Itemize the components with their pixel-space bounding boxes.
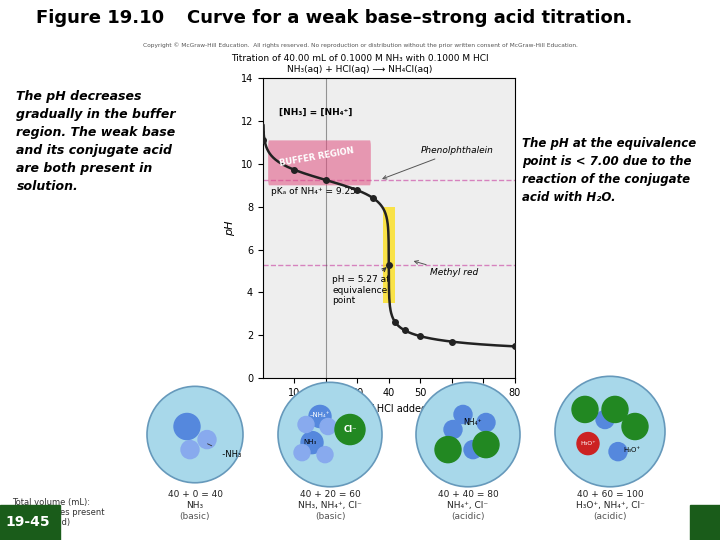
Circle shape [602,396,628,422]
Circle shape [198,430,216,449]
Circle shape [572,396,598,422]
Text: Copyright © McGraw-Hill Education.  All rights reserved. No reproduction or dist: Copyright © McGraw-Hill Education. All r… [143,43,577,48]
Circle shape [298,416,314,433]
Text: 19-45: 19-45 [5,515,50,529]
Text: pH = 5.27 at
equivalence
point: pH = 5.27 at equivalence point [332,268,390,305]
Text: [NH₃] = [NH₄⁺]: [NH₃] = [NH₄⁺] [279,107,352,117]
Circle shape [301,431,323,454]
Text: NH₃: NH₃ [303,438,317,444]
Circle shape [181,441,199,458]
Text: NH₄⁺, Cl⁻: NH₄⁺, Cl⁻ [447,501,489,510]
Text: (acidic): (acidic) [451,512,485,521]
Text: 40 + 60 = 100: 40 + 60 = 100 [577,490,643,499]
Circle shape [416,382,520,487]
X-axis label: Volume of HCl added (mL): Volume of HCl added (mL) [325,403,453,413]
Text: (basic): (basic) [180,512,210,521]
Text: NH₃, NH₄⁺, Cl⁻: NH₃, NH₄⁺, Cl⁻ [298,501,362,510]
Bar [382,207,395,303]
Text: Titration of 40.00 mL of 0.1000 M NH₃ with 0.1000 M HCl: Titration of 40.00 mL of 0.1000 M NH₃ wi… [231,55,489,63]
Text: The pH at the equivalence
point is < 7.00 due to the
reaction of the conjugate
a: The pH at the equivalence point is < 7.0… [522,137,696,204]
Text: H₃O⁺: H₃O⁺ [624,447,641,453]
Text: BUFFER REGION: BUFFER REGION [279,146,354,168]
Circle shape [309,406,331,428]
Text: (H₂O omitted): (H₂O omitted) [12,518,70,527]
Circle shape [555,376,665,487]
Text: H₃O⁺: H₃O⁺ [580,441,595,446]
Text: The pH decreases
gradually in the buffer
region. The weak base
and its conjugate: The pH decreases gradually in the buffer… [17,90,176,193]
Circle shape [174,414,200,440]
Text: -NH₃: -NH₃ [207,444,241,458]
Circle shape [609,443,627,461]
Text: Curve for a weak base–strong acid titration.: Curve for a weak base–strong acid titrat… [187,9,633,27]
Text: 40 + 20 = 60: 40 + 20 = 60 [300,490,361,499]
Y-axis label: pH: pH [225,220,235,236]
Circle shape [596,410,614,429]
Text: NH₄⁺: NH₄⁺ [464,417,482,427]
Text: NH₃: NH₃ [186,501,204,510]
Text: –NH₄⁺: –NH₄⁺ [310,413,330,418]
FancyBboxPatch shape [268,140,371,185]
Bar [690,505,720,540]
Circle shape [147,386,243,483]
Text: 40 + 0 = 40: 40 + 0 = 40 [168,490,222,499]
Circle shape [454,406,472,423]
Circle shape [317,447,333,463]
Text: NH₃(aq) + HCl(aq) ⟶ NH₄Cl(aq): NH₃(aq) + HCl(aq) ⟶ NH₄Cl(aq) [287,65,433,74]
Circle shape [335,415,365,444]
Circle shape [435,436,461,463]
Text: Methyl red: Methyl red [415,261,478,277]
Circle shape [477,414,495,431]
Text: Total volume (mL):: Total volume (mL): [12,498,90,507]
Circle shape [444,421,462,438]
Circle shape [464,441,482,458]
Text: Phenolphthalein: Phenolphthalein [383,146,493,179]
Circle shape [473,431,499,458]
Text: (acidic): (acidic) [593,512,626,521]
Circle shape [622,414,648,440]
Bar [0,505,60,540]
Text: Cl⁻: Cl⁻ [343,425,356,434]
Text: Figure 19.10: Figure 19.10 [36,9,164,27]
Circle shape [278,382,382,487]
Text: H₃O⁺, NH₄⁺, Cl⁻: H₃O⁺, NH₄⁺, Cl⁻ [575,501,644,510]
Circle shape [294,444,310,461]
Text: 40 + 40 = 80: 40 + 40 = 80 [438,490,498,499]
Text: (basic): (basic) [315,512,346,521]
Circle shape [577,433,599,455]
Text: pKₐ of NH₄⁺ = 9.25: pKₐ of NH₄⁺ = 9.25 [271,187,356,196]
Circle shape [320,418,336,435]
Text: Major species present: Major species present [12,508,104,517]
